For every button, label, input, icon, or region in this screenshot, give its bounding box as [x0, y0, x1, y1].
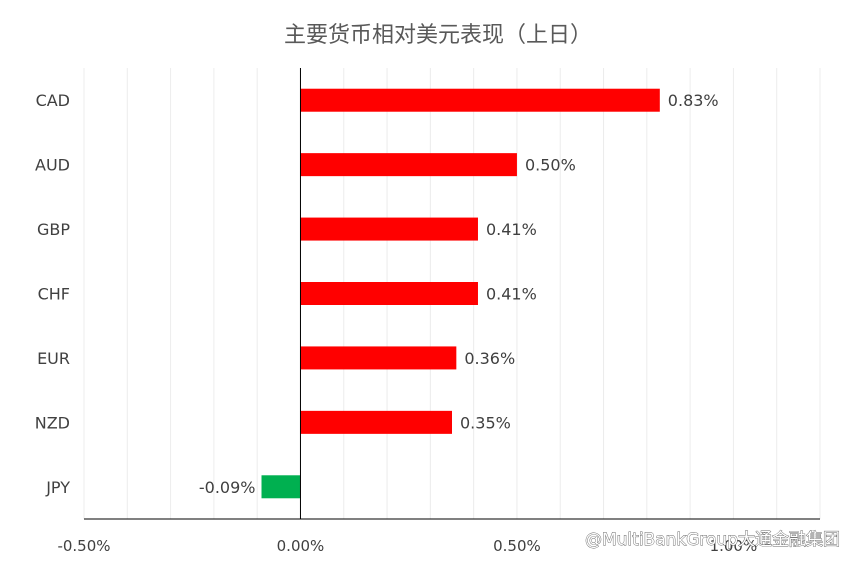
- bar-gbp: [300, 217, 478, 241]
- watermark: @MultiBankGroup大通金融集团: [585, 530, 840, 550]
- bar-jpy: [261, 475, 301, 499]
- data-label-aud: 0.50%: [525, 156, 576, 175]
- data-labels: 0.83% 0.50% 0.41% 0.41% 0.36% 0.35% -0.09%: [199, 91, 719, 497]
- tick-label: 1.00%: [710, 537, 758, 555]
- bar-eur: [300, 346, 457, 370]
- category-label-cad: CAD: [36, 91, 70, 110]
- chart-title: 主要货币相对美元表现（上日）: [284, 23, 592, 48]
- data-label-gbp: 0.41%: [486, 220, 537, 239]
- category-label-gbp: GBP: [37, 220, 70, 239]
- tick-label: -0.50%: [57, 537, 110, 555]
- category-label-eur: EUR: [37, 349, 70, 368]
- category-label-nzd: NZD: [35, 413, 70, 432]
- bar-chf: [300, 282, 478, 305]
- tick-labels: -0.50% 0.00% 0.50% 1.00%: [57, 537, 757, 555]
- bar-cad: [300, 88, 660, 112]
- data-label-jpy: -0.09%: [199, 478, 256, 497]
- data-label-chf: 0.41%: [486, 285, 537, 304]
- category-label-jpy: JPY: [45, 478, 70, 497]
- data-label-eur: 0.36%: [464, 349, 515, 368]
- bar-nzd: [300, 410, 452, 434]
- category-label-chf: CHF: [38, 285, 70, 304]
- bar-aud: [300, 153, 517, 177]
- data-label-cad: 0.83%: [668, 91, 719, 110]
- bars: [261, 88, 660, 499]
- category-labels: CAD AUD GBP CHF EUR NZD JPY: [35, 91, 71, 497]
- tick-label: 0.50%: [493, 537, 541, 555]
- category-label-aud: AUD: [35, 156, 70, 175]
- data-label-nzd: 0.35%: [460, 413, 511, 432]
- tick-label: 0.00%: [277, 537, 325, 555]
